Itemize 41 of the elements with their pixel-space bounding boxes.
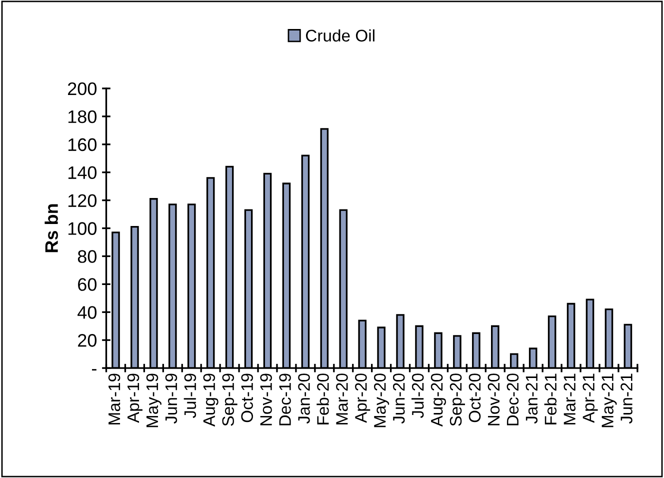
y-tick-label: 160 (68, 138, 97, 152)
y-tick-label: 80 (78, 250, 97, 263)
x-tick-label: Aug-20 (430, 374, 446, 427)
x-tick-label: Jan-21 (526, 374, 538, 424)
x-tick-label: Mar-21 (564, 374, 576, 424)
y-tick-label: 20 (78, 334, 97, 347)
y-tick-label: 200 (68, 82, 97, 96)
y-tick-label: 120 (68, 194, 97, 207)
y-axis-title: Rs bn (44, 204, 58, 252)
x-tick-label: Dec-19 (279, 374, 291, 426)
x-tick-label: May-20 (374, 374, 390, 428)
x-tick-label: May-21 (602, 374, 617, 428)
x-tick-label: Apr-20 (355, 374, 370, 423)
x-tick-label: Jun-20 (392, 374, 405, 424)
legend-label: Crude Oil (306, 29, 374, 42)
y-tick-label: 40 (78, 306, 97, 319)
x-tick-label: Apr-19 (127, 374, 142, 423)
y-tick-label: 60 (78, 278, 97, 291)
x-tick-label: Dec-20 (506, 374, 519, 426)
x-tick-label: Jun-21 (620, 374, 632, 424)
x-tick-label: Sep-20 (450, 374, 465, 426)
x-tick-label: Jun-19 (165, 374, 178, 424)
y-tick-label: 140 (68, 166, 97, 180)
x-tick-label: Sep-19 (222, 374, 238, 426)
x-tick-label: Jul-19 (184, 374, 196, 418)
x-tick-label: Feb-20 (316, 374, 329, 424)
x-tick-label: Jul-20 (412, 374, 424, 418)
x-tick-label: Nov-19 (260, 374, 272, 426)
x-tick-label: Oct-20 (468, 374, 481, 422)
x-tick-label: Mar-20 (336, 374, 348, 424)
x-tick-label: Apr-21 (582, 374, 598, 423)
x-tick-label: Nov-20 (488, 374, 500, 426)
y-tick-label: 100 (68, 222, 97, 235)
y-tick-label: 180 (68, 110, 97, 124)
y-tick-label: - (92, 369, 96, 371)
x-tick-label: Oct-19 (241, 374, 253, 422)
x-tick-label: Aug-19 (203, 374, 218, 427)
x-tick-label: Mar-19 (108, 374, 120, 424)
x-tick-label: Feb-21 (544, 374, 557, 424)
x-tick-label: Jan-20 (298, 374, 310, 424)
x-tick-label: May-19 (146, 374, 162, 428)
